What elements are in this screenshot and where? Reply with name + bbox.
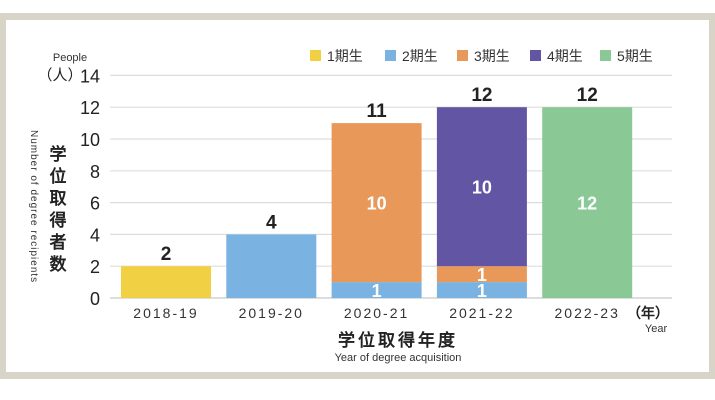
- y-unit-en: People: [53, 52, 87, 64]
- y-tick-label: 2: [90, 257, 100, 277]
- y-tick-label: 14: [80, 66, 100, 86]
- bar-segment: [331, 123, 422, 283]
- y-label-char: 得: [49, 210, 67, 230]
- x-tick-label: 2021-22: [449, 305, 514, 321]
- y-label-char: 学: [50, 144, 67, 164]
- y-tick-label: 12: [80, 98, 100, 118]
- x-tick-label: 2020-21: [344, 305, 409, 321]
- segment-label: 1: [477, 281, 487, 301]
- y-label-char: 取: [50, 189, 67, 208]
- y-unit: （人）: [37, 67, 82, 84]
- y-tick-label: 4: [90, 225, 100, 245]
- total-label: 2: [161, 244, 172, 265]
- bar-segment: [436, 107, 527, 267]
- x-label-en: Year of degree acquisition: [335, 352, 462, 364]
- x-tick-label: 2022-23: [555, 305, 620, 321]
- legend-label: 3期生: [474, 48, 510, 64]
- segment-label: 1: [477, 265, 487, 285]
- legend-swatch: [310, 50, 321, 61]
- x-label: 学位取得年度: [338, 330, 458, 350]
- y-label-char: 数: [50, 254, 68, 274]
- total-label: 4: [266, 212, 277, 233]
- legend-label: 5期生: [617, 48, 653, 64]
- x-tick-label: 2019-20: [239, 305, 304, 321]
- total-label: 12: [471, 85, 492, 106]
- bar-segment: [331, 282, 422, 298]
- bar-segment: [436, 266, 527, 283]
- bar-segment: [542, 107, 633, 298]
- y-tick-label: 6: [90, 194, 100, 214]
- total-label: 12: [577, 85, 598, 106]
- segment-label: 1: [372, 281, 382, 301]
- legend-swatch: [457, 50, 468, 61]
- y-label-char: 位: [50, 166, 67, 186]
- legend-swatch: [600, 50, 611, 61]
- x-tick-label: 2018-19: [133, 305, 198, 321]
- y-tick-label: 8: [90, 162, 100, 182]
- y-label-en: Number of degree recipients: [28, 130, 39, 283]
- segment-label: 10: [367, 194, 387, 214]
- y-tick-label: 0: [90, 289, 100, 309]
- segment-label: 10: [472, 178, 492, 198]
- x-unit-en: Year: [645, 323, 668, 335]
- legend-swatch: [530, 50, 541, 61]
- segment-label: 12: [577, 194, 597, 214]
- y-tick-label: 10: [80, 130, 100, 150]
- total-label: 11: [367, 101, 388, 122]
- legend-swatch: [385, 50, 396, 61]
- bar-segment: [121, 266, 211, 298]
- y-label-char: 者: [49, 232, 67, 252]
- bar-segment: [226, 234, 317, 298]
- legend-label: 4期生: [547, 48, 583, 64]
- bar-segment: [436, 282, 527, 298]
- legend-label: 2期生: [402, 48, 438, 64]
- legend-label: 1期生: [327, 48, 363, 64]
- x-unit: （年）: [627, 305, 669, 321]
